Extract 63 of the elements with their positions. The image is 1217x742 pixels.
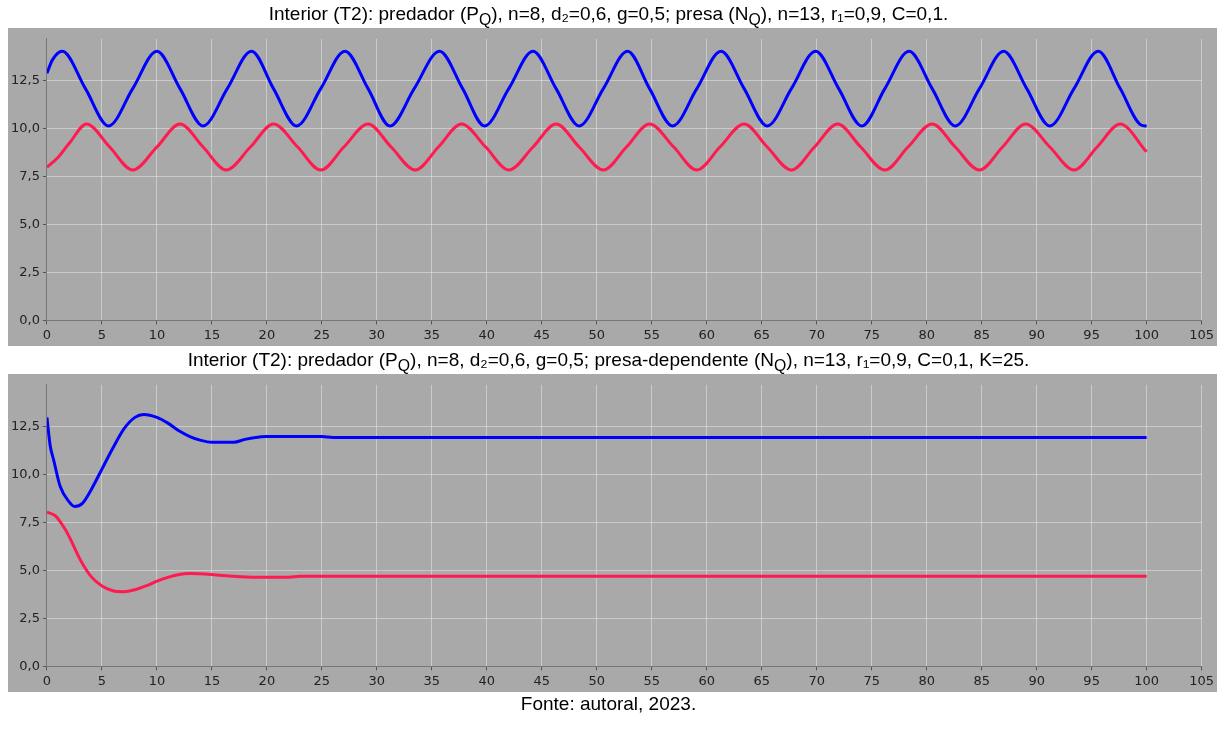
x-tick-label: 60	[698, 672, 716, 688]
x-tick-label: 10	[148, 326, 166, 342]
x-tick-label: 20	[258, 326, 276, 342]
x-tick-label: 15	[203, 672, 221, 688]
x-tick-label: 55	[643, 326, 661, 342]
x-tick-label: 75	[863, 326, 880, 342]
x-tick-label: 30	[368, 672, 386, 688]
x-tick-label: 55	[643, 672, 661, 688]
x-tick-label: 0	[42, 326, 52, 342]
x-tick-label: 105	[1189, 672, 1215, 688]
x-tick-label: 85	[973, 672, 990, 688]
x-tick-label: 90	[1028, 326, 1045, 342]
x-tick-label: 95	[1083, 672, 1100, 688]
x-tick-label: 95	[1083, 326, 1100, 342]
x-tick-label: 90	[1028, 672, 1045, 688]
y-tick-label: 10,0	[10, 120, 40, 136]
x-tick-label: 35	[423, 326, 441, 342]
x-tick-label: 80	[918, 672, 935, 688]
x-tick-label: 10	[148, 672, 166, 688]
chart-title: Interior (T2): predador (P$_{Q}$), n=8, d₂=0,6, g=0,5; presa (N$_{Q}$), n=13, r₁=0,9, C=0,1.	[267, 2, 950, 28]
x-tick-label: 40	[478, 326, 496, 342]
x-tick-label: 25	[313, 326, 331, 342]
x-tick-label: 15	[203, 326, 221, 342]
x-tick-label: 45	[533, 326, 551, 342]
x-tick-label: 100	[1134, 326, 1160, 342]
x-tick-label: 0	[42, 672, 52, 688]
x-tick-label: 30	[368, 326, 386, 342]
x-tick-label: 25	[313, 672, 331, 688]
x-tick-label: 65	[753, 326, 770, 342]
line-series	[46, 510, 1149, 594]
y-tick-label: 0,0	[19, 657, 40, 673]
y-tick-label: 12,5	[10, 72, 40, 88]
y-tick-label: 7,5	[19, 514, 40, 530]
y-tick-label: 5,0	[19, 215, 40, 231]
x-tick-label: 35	[423, 672, 441, 688]
x-tick-label: 20	[258, 672, 276, 688]
x-tick-label: 50	[588, 672, 606, 688]
x-tick-label: 65	[753, 672, 770, 688]
x-tick-label: 100	[1134, 672, 1160, 688]
source-note: Fonte: autoral, 2023.	[519, 692, 698, 716]
y-tick-label: 2,5	[19, 263, 40, 279]
y-tick-label: 0,0	[19, 311, 40, 327]
x-tick-label: 85	[973, 326, 990, 342]
y-tick-label: 7,5	[19, 168, 40, 184]
y-tick-label: 5,0	[19, 561, 40, 577]
x-tick-label: 80	[918, 326, 935, 342]
chart-title: Interior (T2): predador (P$_{Q}$), n=8, d₂=0,6, g=0,5; presa-dependente (N$_{Q}$), n=13, r₁=0,9, C=0,1, K=25.	[186, 348, 1031, 374]
y-tick-label: 2,5	[19, 609, 40, 625]
x-tick-label: 75	[863, 672, 880, 688]
y-tick-label: 12,5	[10, 418, 40, 434]
line-series	[46, 122, 1149, 172]
x-tick-label: 50	[588, 326, 606, 342]
line-series	[46, 412, 1149, 508]
x-tick-label: 5	[97, 326, 107, 342]
x-tick-label: 45	[533, 672, 551, 688]
x-tick-label: 60	[698, 326, 716, 342]
x-tick-label: 40	[478, 672, 496, 688]
line-series	[46, 49, 1149, 128]
x-tick-label: 70	[808, 672, 825, 688]
x-tick-label: 5	[97, 672, 107, 688]
x-tick-label: 70	[808, 326, 825, 342]
x-tick-label: 105	[1189, 326, 1215, 342]
y-tick-label: 10,0	[10, 466, 40, 482]
